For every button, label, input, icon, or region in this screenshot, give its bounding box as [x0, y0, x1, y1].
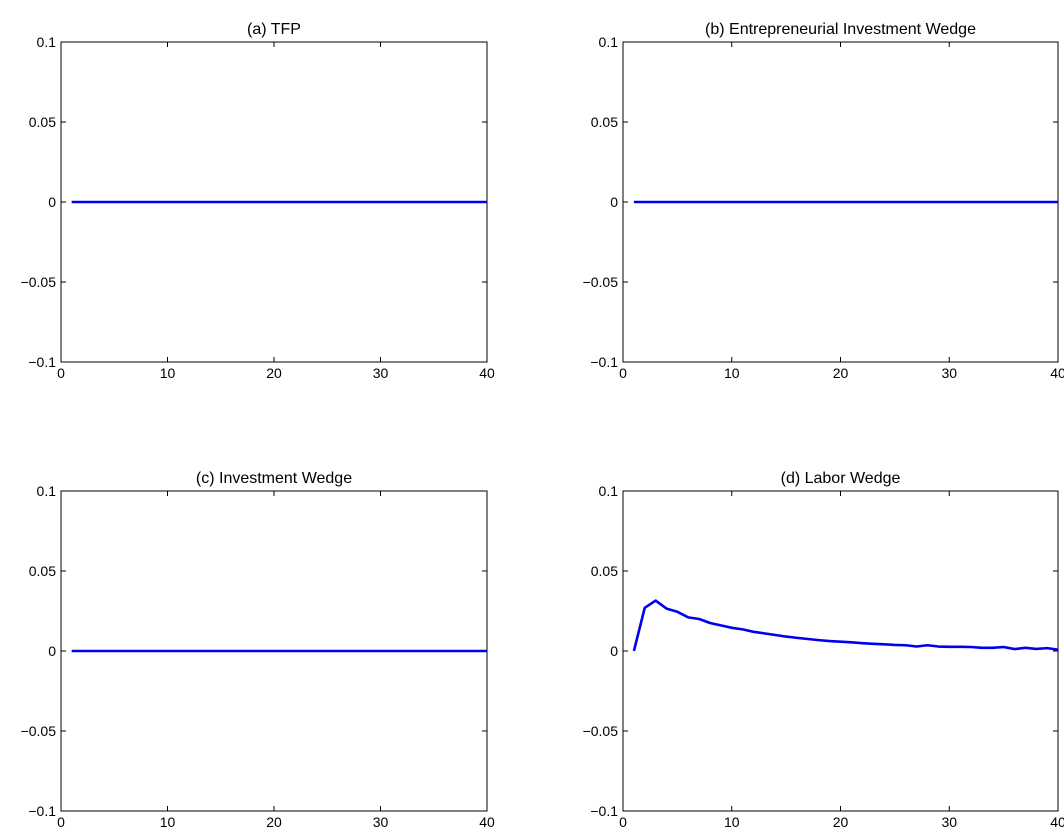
- panel-title: (a) TFP: [247, 21, 301, 38]
- x-tick-label: 20: [266, 365, 282, 381]
- panel-tfp: (a) TFP 0 10 20 30 40 −0.1 −0.05 0 0.05 0.1: [21, 21, 495, 381]
- x-tick-label: 10: [724, 365, 740, 381]
- panel-investment-wedge: (c) Investment Wedge 0 10 20 30 40 −0.1 −0.05 0 0…: [21, 470, 495, 830]
- x-tick-label: 30: [373, 814, 389, 830]
- x-tick-label: 0: [57, 814, 65, 830]
- x-tick-label: 40: [479, 814, 495, 830]
- series-line: [632, 599, 1059, 652]
- y-tick-label: 0.05: [591, 563, 618, 579]
- y-tick-label: −0.1: [590, 803, 618, 819]
- y-tick-label: 0.05: [29, 114, 56, 130]
- axes-box: [622, 490, 1059, 812]
- x-tick-label: 0: [619, 814, 627, 830]
- x-tick-label: 0: [619, 365, 627, 381]
- y-tick-label: −0.05: [583, 723, 619, 739]
- x-tick-label: 0: [57, 365, 65, 381]
- y-tick-label: 0: [610, 194, 618, 210]
- panel-title: (c) Investment Wedge: [196, 470, 352, 487]
- y-tick-label: −0.1: [590, 354, 618, 370]
- y-tick-label: −0.05: [583, 274, 619, 290]
- y-tick-label: 0.05: [29, 563, 56, 579]
- y-tick-label: −0.1: [28, 354, 56, 370]
- y-tick-label: 0.1: [599, 483, 619, 499]
- y-tick-label: 0.1: [37, 483, 57, 499]
- y-tick-label: −0.1: [28, 803, 56, 819]
- y-tick-label: 0: [48, 194, 56, 210]
- x-tick-label: 10: [160, 814, 176, 830]
- y-tick-label: 0.05: [591, 114, 618, 130]
- y-tick-label: 0.1: [599, 34, 619, 50]
- y-tick-label: 0: [610, 643, 618, 659]
- x-tick-label: 20: [266, 814, 282, 830]
- x-tick-label: 40: [479, 365, 495, 381]
- y-tick-label: 0: [48, 643, 56, 659]
- x-tick-label: 20: [833, 814, 849, 830]
- x-tick-label: 30: [941, 365, 957, 381]
- y-tick-label: −0.05: [21, 723, 57, 739]
- y-tick-label: 0.1: [37, 34, 57, 50]
- x-tick-label: 40: [1050, 365, 1064, 381]
- panel-title: (b) Entrepreneurial Investment Wedge: [705, 21, 976, 38]
- panel-title: (d) Labor Wedge: [781, 470, 901, 487]
- panel-labor-wedge: (d) Labor Wedge 0 10 20 30 40 −0.1 −0.05 0 0.05 0.…: [583, 470, 1064, 830]
- x-tick-label: 30: [373, 365, 389, 381]
- x-tick-label: 20: [833, 365, 849, 381]
- y-tick-label: −0.05: [21, 274, 57, 290]
- x-tick-label: 10: [160, 365, 176, 381]
- x-tick-label: 10: [724, 814, 740, 830]
- x-tick-label: 30: [941, 814, 957, 830]
- x-tick-label: 40: [1050, 814, 1064, 830]
- panel-entrepreneurial-investment-wedge: (b) Entrepreneurial Investment Wedge 0 10 2…: [583, 21, 1064, 381]
